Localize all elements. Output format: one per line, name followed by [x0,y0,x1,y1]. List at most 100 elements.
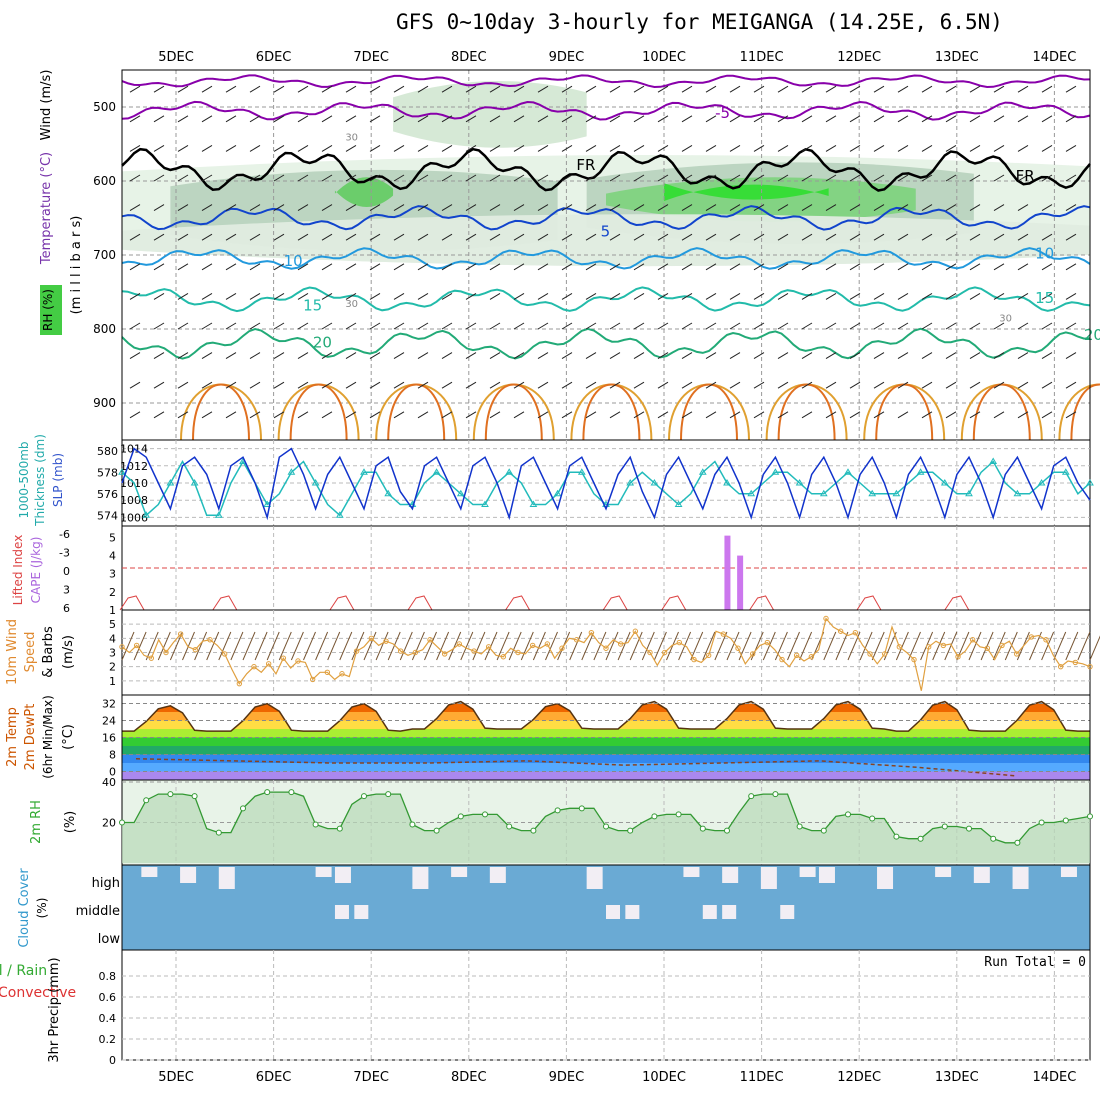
wind-barb [489,85,501,93]
wind-barb [681,144,693,152]
wind-barb [825,174,837,182]
thickness-line-marker [989,457,998,464]
wind-barb [873,233,885,241]
thickness-line-marker [553,489,562,497]
thickness-line-marker [118,468,126,475]
li-line [856,595,882,611]
wind-barb [273,381,285,389]
date-label-top: 5DEC [158,50,194,65]
wind-barb [225,411,237,419]
thickness-line-marker [214,511,223,518]
wind-barb [177,263,189,271]
wind-barb [1065,263,1077,271]
wind-speed-marker [265,661,272,667]
wind-barb [561,233,573,241]
wind-barb [537,411,549,419]
wind-speed-marker [808,654,815,660]
thickness-line-marker [1013,489,1022,497]
ylabel-temp-2: 2m DewPt [23,704,38,771]
rh-marker [724,827,730,834]
wind-speed-marker [676,639,683,646]
wind-barb [513,322,525,330]
wind-barb [177,174,189,182]
wind-barb [537,292,549,300]
wind-barb [729,381,741,389]
wind-barb [513,263,525,271]
wind-speed-marker [383,638,389,644]
slp-tick-label: 1006 [120,511,148,524]
cloud-mid-gap [780,905,795,919]
rh-marker [215,829,222,836]
wind-barb [897,144,909,152]
wind-barb [873,174,885,182]
wind-barb [177,85,189,93]
wind-barb [849,263,861,271]
thickness-line-marker [965,489,973,497]
wind-barb [177,352,189,360]
wind-barb [993,204,1005,212]
wind-barb-10m [1077,631,1091,661]
wind-speed-marker [456,641,463,647]
wind-barb [849,144,861,152]
li-line [407,595,433,611]
wind-barb [681,292,693,300]
ylabel-precip-total: Total / Rain [0,963,47,979]
wind-barb [273,85,285,93]
wind-barb [201,174,213,182]
wind-barb [249,115,261,123]
wind-barb [969,233,981,241]
wind-speed-marker [881,651,888,657]
wind-speed-marker [632,628,639,634]
wind-barb [513,233,525,241]
li-line [119,595,145,611]
cloud-high-gap [1060,867,1077,877]
wind-barb [753,144,765,152]
wind-barb [681,174,693,182]
wind-barb [1065,204,1077,212]
run-total-label: Run Total = 0 [984,955,1086,970]
cloud-high-gap [586,867,603,889]
wind-barb [897,322,909,330]
wind-barb [537,263,549,271]
wind-barb [753,381,765,389]
wind-barb [417,233,429,241]
cloud-mid-gap [722,905,737,919]
wind-barb [921,85,933,93]
wind-barb [753,233,765,241]
isotherm-label: -5 [715,104,730,122]
cloud-high-gap [722,867,739,883]
wind-speed-marker [867,651,873,657]
wind-barb [561,322,573,330]
wind-speed-marker [735,645,741,651]
cloud-mid-gap [354,905,369,919]
temp-tick-label: 0 [109,766,116,779]
cape-tick-label: 1 [109,604,116,617]
wind-barb-10m [1041,631,1055,661]
wind-speed-marker [925,644,932,650]
wind-barb [153,174,165,182]
wind-barb [369,322,381,330]
slp-line [121,447,1091,521]
wind-barb [177,411,189,419]
wind-barb [705,381,717,389]
thickness-line-marker [263,500,272,507]
wind-barb [537,85,549,93]
wind-barb [393,115,405,123]
wind-speed-marker [896,644,903,650]
wind-barb [297,115,309,123]
wind-barb [585,204,597,212]
wind-barb [585,381,597,389]
wind-barb [1041,174,1053,182]
rh-marker [627,827,634,834]
wind-barb-10m [266,631,280,661]
cloud-high-gap [412,867,429,889]
wind-barb [249,292,261,300]
wind-barb [993,144,1005,152]
wind-barb [585,85,597,93]
wind-barb [153,144,165,152]
wind-speed-marker [1043,637,1049,643]
wind-barb-10m [145,631,159,661]
wind-barb [177,144,189,152]
wind-speed-marker [1087,663,1093,670]
wind-barb [513,115,525,123]
